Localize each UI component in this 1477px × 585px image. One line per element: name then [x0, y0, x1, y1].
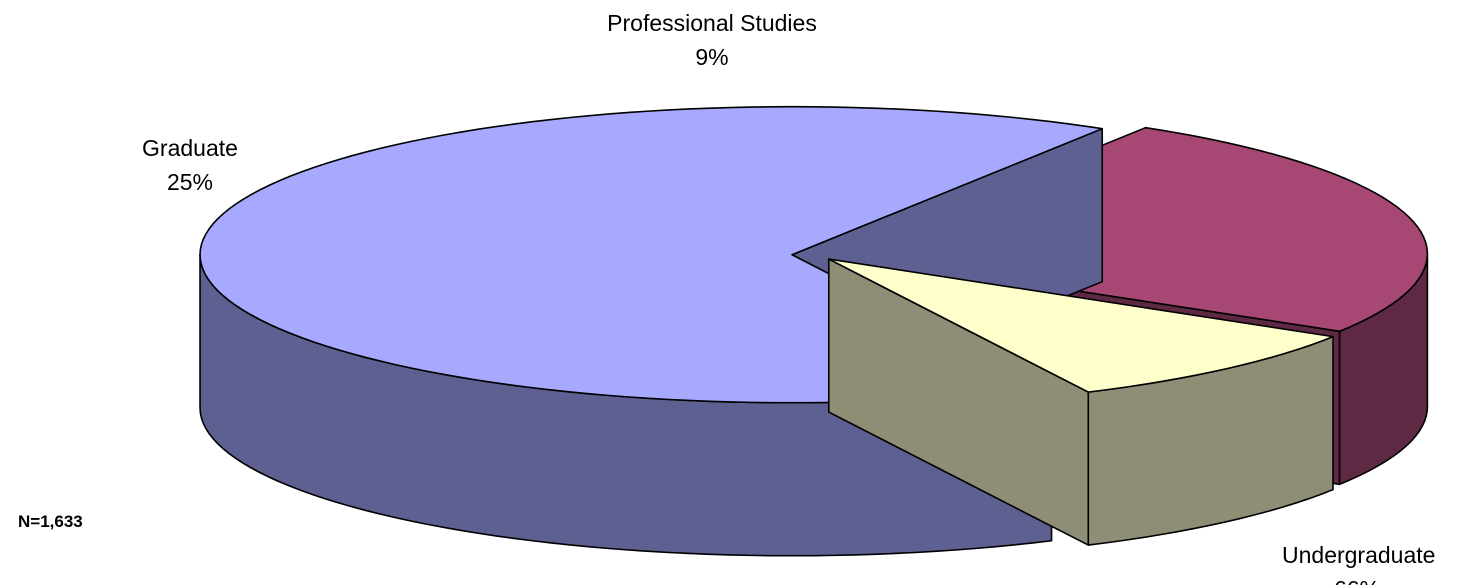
- slice-layer: [199, 105, 1429, 557]
- data-label-undergraduate-name: Undergraduate: [1282, 542, 1436, 568]
- professional-studies-slice-top: [827, 258, 1334, 393]
- data-label-professional-studies: Professional Studies 9%: [592, 6, 832, 74]
- data-label-graduate-value: 25%: [166, 169, 214, 195]
- graduate-slice-top: [834, 126, 1429, 333]
- data-label-professional-studies-name: Professional Studies: [607, 10, 817, 36]
- data-label-undergraduate: Undergraduate 66%: [1282, 538, 1436, 585]
- data-label-graduate: Graduate 25%: [120, 131, 260, 199]
- data-label-professional-studies-value: 9%: [695, 44, 729, 70]
- data-label-undergraduate-value: 66%: [1282, 572, 1432, 585]
- sample-size-note: N=1,633: [18, 512, 83, 531]
- data-label-graduate-name: Graduate: [142, 135, 238, 161]
